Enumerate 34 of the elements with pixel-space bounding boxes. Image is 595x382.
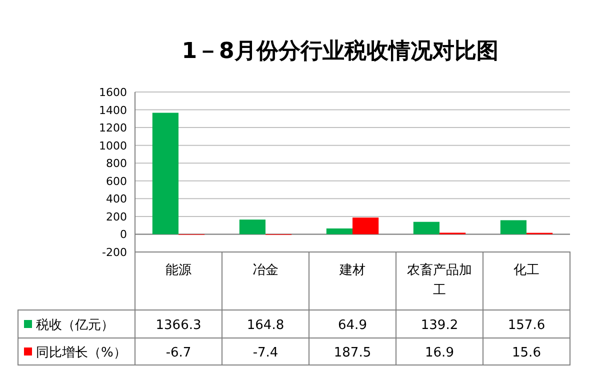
legend-label: 税收（亿元） xyxy=(36,318,114,333)
data-label: 187.5 xyxy=(334,346,372,360)
y-tick-label: 400 xyxy=(106,192,127,206)
data-label: -6.7 xyxy=(166,346,192,360)
y-tick-label: 1400 xyxy=(99,104,127,117)
x-tick-label: 冶金 xyxy=(252,263,278,278)
x-tick-label: 能源 xyxy=(166,263,192,278)
chart-title: 1－8月份分行业税收情况对比图 xyxy=(182,39,498,64)
data-label: 15.6 xyxy=(512,346,541,360)
y-tick-label: 0 xyxy=(120,228,127,242)
data-label: 16.9 xyxy=(425,346,454,360)
y-tick-label: 1200 xyxy=(99,122,127,135)
data-label: 139.2 xyxy=(420,318,458,333)
y-tick-label: -200 xyxy=(102,246,127,259)
data-label: 1366.3 xyxy=(156,318,202,333)
bar xyxy=(500,220,526,234)
y-tick-label: 1600 xyxy=(99,86,127,99)
data-label: 157.6 xyxy=(508,318,546,333)
data-label: 64.9 xyxy=(338,318,367,333)
x-tick-label: 建材 xyxy=(338,263,366,278)
data-label: -7.4 xyxy=(252,346,278,360)
y-tick-label: 800 xyxy=(106,157,127,170)
bar xyxy=(239,220,266,234)
x-tick-label: 农畜产品加工 xyxy=(407,262,472,298)
bar xyxy=(152,112,178,234)
y-tick-label: 600 xyxy=(106,174,127,188)
bar xyxy=(352,218,379,234)
x-tick-label: 化工 xyxy=(514,263,540,278)
bar xyxy=(326,228,352,234)
legend-label: 同比增长（%） xyxy=(36,346,126,360)
y-tick-label: 1000 xyxy=(99,139,127,152)
bar xyxy=(413,222,440,234)
y-tick-label: 200 xyxy=(106,210,127,224)
data-label: 164.8 xyxy=(246,318,284,333)
